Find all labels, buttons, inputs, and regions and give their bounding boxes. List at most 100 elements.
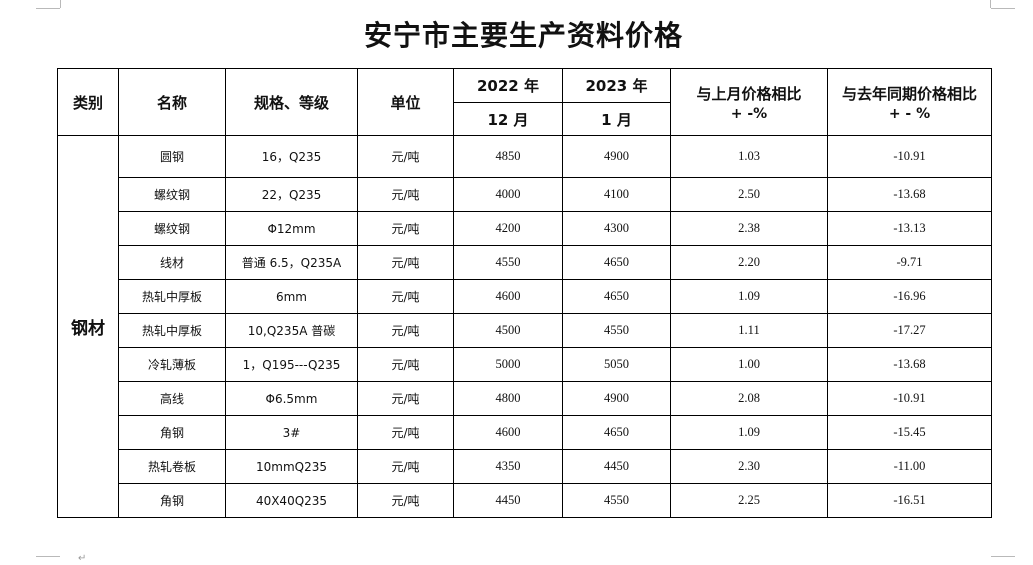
item-unit: 元/吨	[357, 313, 454, 348]
item-name: 热轧卷板	[118, 449, 226, 484]
mom-change: 2.30	[670, 449, 828, 484]
page-corner-mark-top-left	[36, 0, 61, 9]
table-row: 热轧中厚板 6mm 元/吨 4600 4650 1.09 -16.96	[58, 279, 992, 314]
yoy-change: -16.51	[827, 483, 992, 518]
page-title: 安宁市主要生产资料价格	[363, 19, 683, 52]
price-2023-jan: 4900	[562, 381, 671, 416]
header-year-curr: 2023 年	[562, 68, 671, 103]
price-2023-jan: 4650	[562, 245, 671, 280]
mom-change: 2.38	[670, 211, 828, 246]
header-yoy-label: 与去年同期价格相比	[841, 84, 977, 103]
price-2023-jan: 4100	[562, 177, 671, 212]
yoy-change: -10.91	[827, 381, 992, 416]
table-body: 钢材 圆钢 16，Q235 元/吨 4850 4900 1.03 -10.91 …	[57, 135, 992, 518]
item-name: 角钢	[118, 415, 226, 450]
table-row: 冷轧薄板 1，Q195---Q235 元/吨 5000 5050 1.00 -1…	[58, 347, 992, 382]
item-name: 冷轧薄板	[118, 347, 226, 382]
mom-change: 1.11	[670, 313, 828, 348]
item-name: 螺纹钢	[118, 211, 226, 246]
header-year-prev: 2022 年	[453, 68, 563, 103]
item-spec: 10,Q235A 普碳	[225, 313, 358, 348]
price-2023-jan: 4450	[562, 449, 671, 484]
item-spec: 16，Q235	[225, 135, 358, 178]
mom-change: 2.08	[670, 381, 828, 416]
item-name: 热轧中厚板	[118, 279, 226, 314]
item-spec: 10mmQ235	[225, 449, 358, 484]
price-2023-jan: 4550	[562, 483, 671, 518]
mom-change: 2.25	[670, 483, 828, 518]
item-spec: Φ6.5mm	[225, 381, 358, 416]
header-month-prev: 12 月	[453, 102, 563, 136]
price-2022-dec: 4850	[453, 135, 563, 178]
price-2023-jan: 4300	[562, 211, 671, 246]
header-mom: 与上月价格相比 + -%	[670, 68, 828, 136]
item-unit: 元/吨	[357, 177, 454, 212]
price-2023-jan: 5050	[562, 347, 671, 382]
yoy-change: -10.91	[827, 135, 992, 178]
yoy-change: -13.13	[827, 211, 992, 246]
item-name: 圆钢	[118, 135, 226, 178]
price-2022-dec: 4600	[453, 415, 563, 450]
item-unit: 元/吨	[357, 347, 454, 382]
yoy-change: -17.27	[827, 313, 992, 348]
table-row: 螺纹钢 22，Q235 元/吨 4000 4100 2.50 -13.68	[58, 177, 992, 212]
price-2023-jan: 4650	[562, 415, 671, 450]
table-row: 高线 Φ6.5mm 元/吨 4800 4900 2.08 -10.91	[58, 381, 992, 416]
table-row: 钢材 圆钢 16，Q235 元/吨 4850 4900 1.03 -10.91	[57, 135, 992, 518]
item-spec: 1，Q195---Q235	[225, 347, 358, 382]
item-name: 高线	[118, 381, 226, 416]
yoy-change: -15.45	[827, 415, 992, 450]
table-header: 类别 名称 规格、等级 单位 2022 年 2023 年 与上月价格相比 + -…	[57, 68, 992, 136]
price-2023-jan: 4550	[562, 313, 671, 348]
header-unit: 单位	[357, 68, 454, 136]
item-name: 螺纹钢	[118, 177, 226, 212]
mom-change: 2.50	[670, 177, 828, 212]
page-corner-mark-bottom-left	[36, 556, 60, 565]
header-spec: 规格、等级	[225, 68, 358, 136]
item-name: 线材	[118, 245, 226, 280]
item-name: 热轧中厚板	[118, 313, 226, 348]
table-row: 热轧卷板 10mmQ235 元/吨 4350 4450 2.30 -11.00	[58, 449, 992, 484]
price-2022-dec: 4450	[453, 483, 563, 518]
item-unit: 元/吨	[357, 245, 454, 280]
item-spec: Φ12mm	[225, 211, 358, 246]
header-yoy-sign: + - %	[888, 105, 931, 122]
mom-change: 1.00	[670, 347, 828, 382]
price-2022-dec: 4800	[453, 381, 563, 416]
price-2022-dec: 4350	[453, 449, 563, 484]
item-unit: 元/吨	[357, 135, 454, 178]
price-2022-dec: 4500	[453, 313, 563, 348]
header-yoy: 与去年同期价格相比 + - %	[827, 68, 992, 136]
table-row: 线材 普通 6.5，Q235A 元/吨 4550 4650 2.20 -9.71	[58, 245, 992, 280]
item-unit: 元/吨	[357, 381, 454, 416]
mom-change: 1.03	[670, 135, 828, 178]
price-2023-jan: 4900	[562, 135, 671, 178]
price-2022-dec: 5000	[453, 347, 563, 382]
price-2022-dec: 4000	[453, 177, 563, 212]
item-spec: 22，Q235	[225, 177, 358, 212]
item-unit: 元/吨	[357, 279, 454, 314]
yoy-change: -13.68	[827, 347, 992, 382]
item-spec: 3#	[225, 415, 358, 450]
item-spec: 6mm	[225, 279, 358, 314]
mom-change: 2.20	[670, 245, 828, 280]
page-corner-mark-top-right	[990, 0, 1015, 9]
header-name: 名称	[118, 68, 226, 136]
price-2022-dec: 4200	[453, 211, 563, 246]
table-row: 角钢 40X40Q235 元/吨 4450 4550 2.25 -16.51	[58, 483, 992, 518]
yoy-change: -13.68	[827, 177, 992, 212]
price-2023-jan: 4650	[562, 279, 671, 314]
item-unit: 元/吨	[357, 211, 454, 246]
page-corner-mark-bottom-right	[991, 556, 1015, 565]
price-table: 类别 名称 规格、等级 单位 2022 年 2023 年 与上月价格相比 + -…	[57, 68, 992, 518]
header-month-curr: 1 月	[562, 102, 671, 136]
header-mom-sign: + -%	[730, 105, 768, 122]
table-row: 螺纹钢 Φ12mm 元/吨 4200 4300 2.38 -13.13	[58, 211, 992, 246]
yoy-change: -11.00	[827, 449, 992, 484]
mom-change: 1.09	[670, 415, 828, 450]
item-name: 角钢	[118, 483, 226, 518]
table-row: 角钢 3# 元/吨 4600 4650 1.09 -15.45	[58, 415, 992, 450]
item-unit: 元/吨	[357, 415, 454, 450]
paragraph-mark: ↵	[78, 553, 87, 564]
price-2022-dec: 4550	[453, 245, 563, 280]
